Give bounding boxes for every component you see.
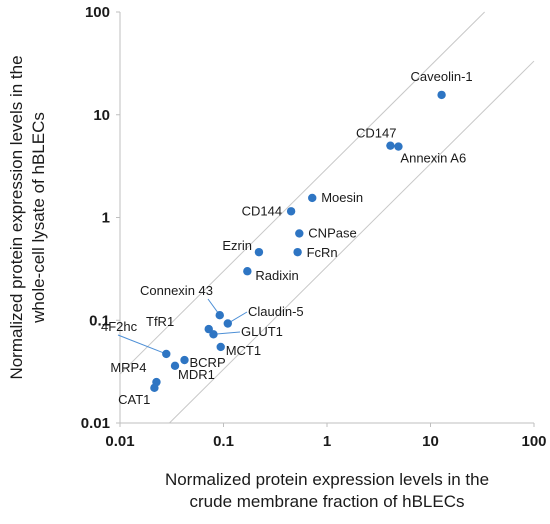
x-tick-label: 10 (422, 433, 439, 450)
reference-line-0 (119, 11, 485, 375)
label-mdr1: MDR1 (178, 367, 215, 382)
y-tick-label: 1 (102, 210, 110, 227)
label-tfr1: TfR1 (146, 314, 174, 329)
point-cnpase (295, 229, 304, 238)
x-axis-title-line-2: crude membrane fraction of hBLECs (190, 492, 465, 511)
label-bcrp: BCRP (190, 355, 226, 370)
x-tick-label: 0.1 (213, 433, 234, 450)
x-tick-label: 1 (323, 433, 331, 450)
point-4f2hc (162, 349, 171, 359)
y-axis-title-line-1: Normalized protein expression levels in … (7, 55, 26, 379)
point-radixin (243, 267, 252, 276)
leader-glut1 (213, 331, 241, 335)
y-tick-label: 0.1 (89, 312, 110, 329)
label-cd147: CD147 (356, 126, 396, 141)
label-radixin: Radixin (255, 268, 298, 283)
reference-line-1 (169, 60, 535, 424)
label-caveolin-1: Caveolin-1 (411, 69, 473, 84)
point-glut1 (209, 330, 218, 339)
leader-4f2hc (117, 334, 167, 355)
point-bcrp (180, 355, 189, 365)
point-mct1 (216, 342, 225, 352)
label-cd144: CD144 (242, 203, 282, 218)
y-tick-label: 100 (85, 4, 110, 21)
point-connexin-43 (215, 310, 224, 320)
point-cd144 (286, 207, 296, 216)
x-tick-label: 0.01 (105, 433, 134, 450)
x-tick-label: 100 (521, 433, 546, 450)
label-glut1: GLUT1 (241, 324, 283, 339)
point-moesin (308, 193, 317, 203)
y-tick-label: 0.01 (81, 415, 110, 432)
label-mct1: MCT1 (226, 343, 261, 358)
label-cat1: CAT1 (118, 392, 150, 407)
point-fcrn (293, 247, 302, 257)
point-mdr1 (170, 361, 180, 371)
point-labels: Caveolin-1 CD147 Annexin A6 Moesin CD144 CNPa… (101, 69, 473, 407)
point-caveolin-1 (437, 90, 446, 100)
x-axis-title-line-1: Normalized protein expression levels in … (165, 470, 489, 489)
label-moesin: Moesin (321, 190, 363, 205)
reference-lines (119, 11, 535, 424)
label-4f2hc: 4F2hc (101, 319, 138, 334)
point-claudin-5 (223, 319, 232, 328)
point-cat1 (150, 383, 159, 393)
label-cnpase: CNPase (308, 225, 356, 240)
y-tick-label: 10 (93, 107, 110, 124)
axes (116, 11, 535, 427)
tick-labels: 0.01 0.1 1 10 100 0.01 0.1 1 10 100 (81, 4, 547, 450)
point-annexin-a6 (394, 142, 403, 151)
label-connexin-43: Connexin 43 (140, 283, 213, 298)
label-fcrn: FcRn (307, 245, 338, 260)
point-ezrin (254, 247, 264, 257)
label-ezrin: Ezrin (222, 238, 252, 253)
label-mrp4: MRP4 (110, 360, 146, 375)
point-cd147 (386, 141, 395, 150)
label-claudin-5: Claudin-5 (248, 304, 304, 319)
label-annexin-a6: Annexin A6 (400, 151, 466, 166)
data-points (150, 90, 446, 393)
y-axis-title-line-2: whole-cell lysate of hBLECs (29, 112, 48, 324)
